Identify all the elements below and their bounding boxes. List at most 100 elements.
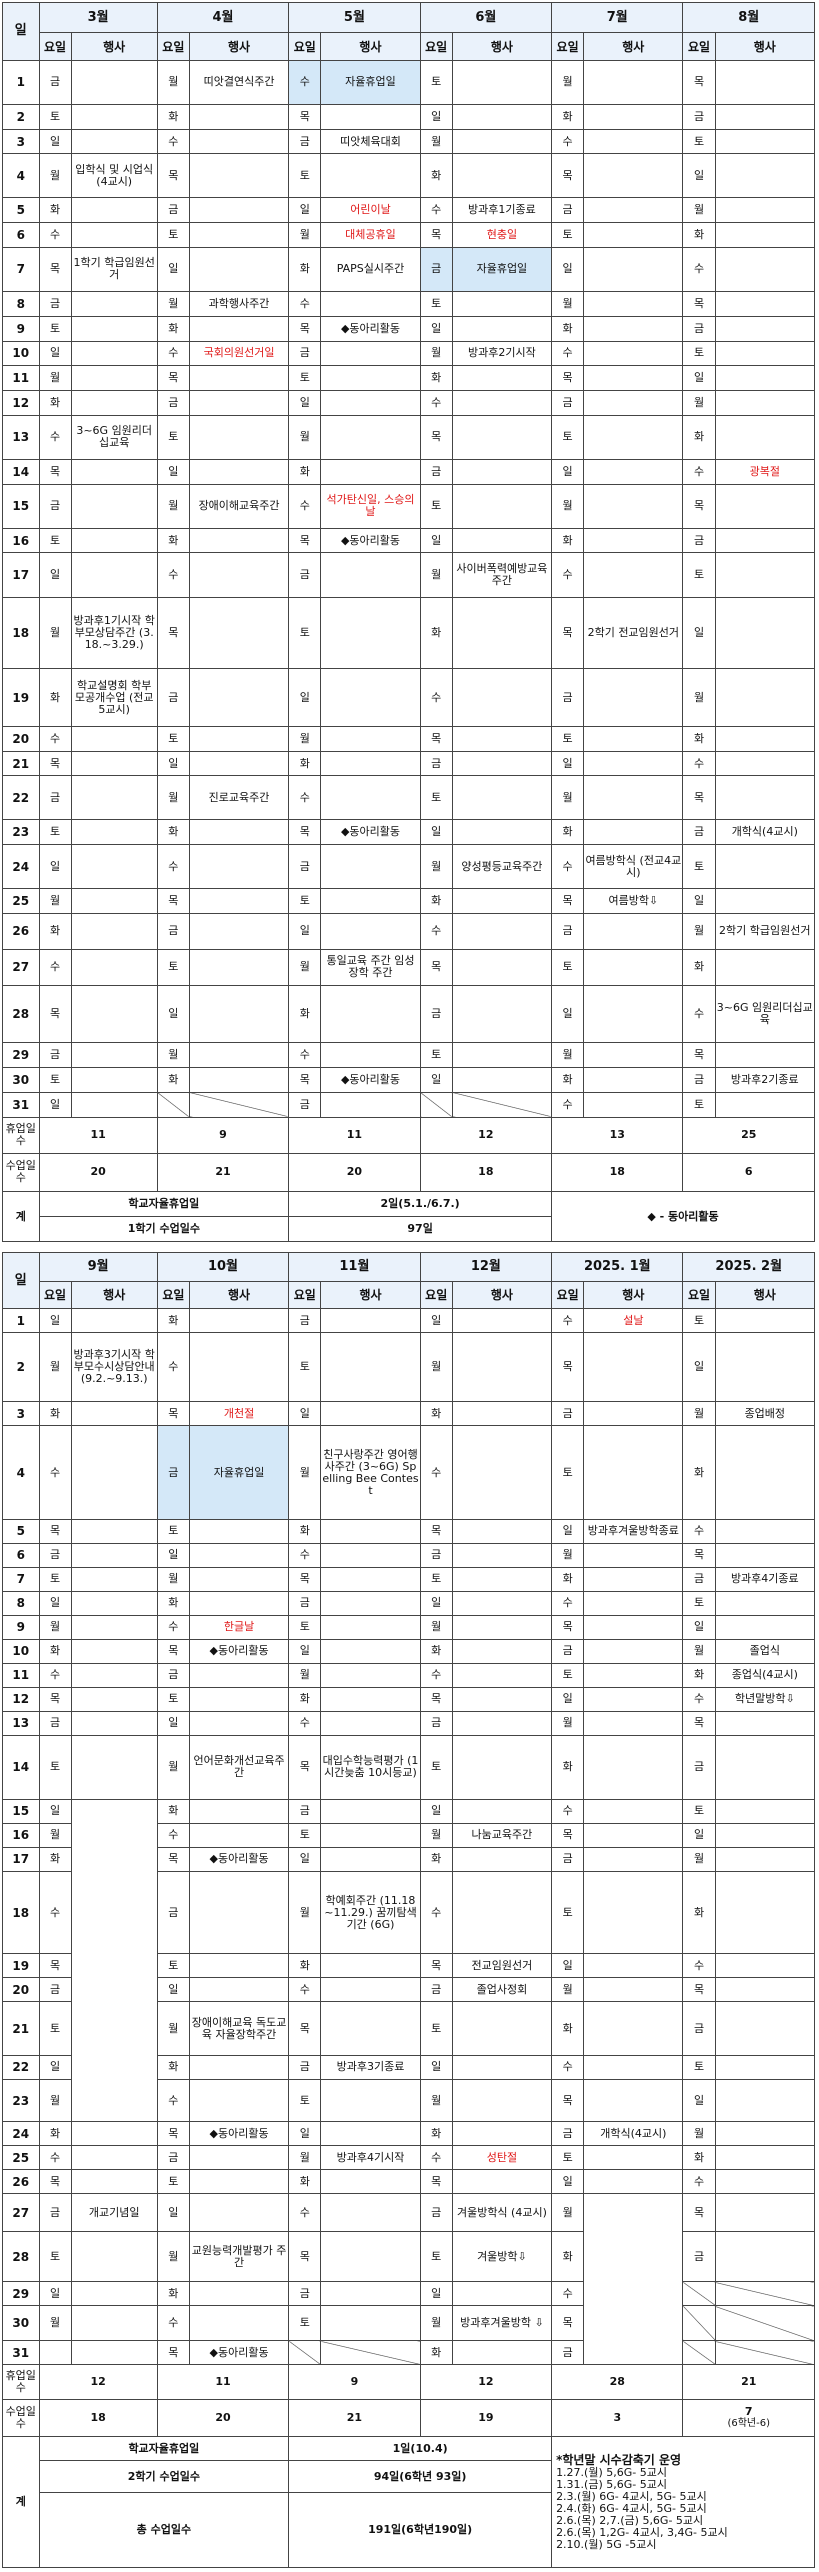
weekday-cell: 토	[419, 1566, 453, 1592]
weekday-cell: 금	[551, 1638, 585, 1664]
event-cell	[583, 1662, 684, 1688]
weekday-cell: 목	[682, 775, 716, 821]
weekday-cell: 수	[156, 2078, 190, 2123]
event-cell	[70, 1401, 158, 1427]
event-header: 행사	[451, 1281, 553, 1309]
event-cell	[451, 365, 553, 392]
event-cell	[714, 390, 816, 416]
weekday-cell: 금	[38, 1977, 72, 2003]
event-cell	[451, 458, 553, 485]
weekday-cell: 토	[682, 552, 716, 598]
weekday-cell: 화	[38, 913, 72, 950]
event-cell: 사이버폭력예방교육주간	[451, 552, 553, 598]
event-cell	[70, 1590, 158, 1616]
weekday-cell: 목	[551, 2305, 585, 2342]
event-cell	[320, 1822, 421, 1848]
event-cell	[583, 1977, 684, 2003]
event-cell	[188, 103, 290, 130]
year-end-note-item: 1.27.(월) 5,6G- 5교시	[556, 2465, 667, 2479]
weekday-cell: 목	[419, 1686, 453, 1712]
event-cell	[70, 2281, 158, 2307]
event-cell	[188, 2169, 290, 2195]
weekday-cell: 금	[38, 1710, 72, 1736]
weekday-cell: 수	[551, 844, 585, 890]
event-cell: 방과후2기종료	[714, 1067, 816, 1093]
weekday-cell: 목	[38, 1953, 72, 1979]
holiday-count: 28	[551, 2364, 684, 2400]
event-cell	[714, 1870, 816, 1955]
event-cell	[583, 2193, 684, 2366]
event-cell	[70, 315, 158, 342]
event-cell	[188, 1331, 290, 1403]
event-cell	[70, 458, 158, 485]
weekday-cell: 월	[38, 888, 72, 915]
weekday-cell: 수	[38, 1425, 72, 1520]
summary-row: 총 수업일수 191일(6학년190일)	[3, 2492, 815, 2568]
event-cell: 졸업사정회	[451, 1977, 553, 2003]
weekday-cell: 토	[551, 1425, 585, 1520]
event-cell	[320, 291, 421, 317]
weekday-cell: 목	[38, 2169, 72, 2195]
weekday-cell: 화	[288, 1953, 322, 1979]
weekday-cell: 월	[38, 153, 72, 199]
event-cell	[451, 2121, 553, 2147]
weekday-cell: 월	[682, 2121, 716, 2147]
event-cell	[188, 2078, 290, 2123]
year-end-note-item: 2.6.(목) 1,2G- 4교시, 3,4G- 5교시	[556, 2525, 728, 2539]
weekday-cell: 월	[156, 2230, 190, 2283]
day-number: 7	[2, 1566, 40, 1592]
event-cell	[714, 128, 816, 155]
event-cell	[70, 1518, 158, 1544]
event-cell	[70, 1798, 158, 2123]
day-number: 6	[2, 222, 40, 248]
weekday-cell: 목	[38, 984, 72, 1044]
weekday-cell: 일	[38, 2281, 72, 2307]
day-number: 20	[2, 725, 40, 752]
weekday-cell: 월	[551, 59, 585, 105]
total-label: 계	[2, 2436, 40, 2568]
event-cell	[188, 725, 290, 752]
event-cell	[451, 291, 553, 317]
event-cell: 친구사랑주간 영어행사주간 (3~6G) Spelling Bee Contes…	[320, 1425, 421, 1520]
month-header: 5월	[288, 1, 421, 34]
weekday-cell: 월	[156, 59, 190, 105]
weekday-cell: 월	[682, 1846, 716, 1872]
weekday-cell: 토	[419, 1734, 453, 1800]
weekday-cell: 월	[288, 2145, 322, 2171]
event-cell	[70, 222, 158, 248]
day-row: 23 토 화 목 ◆동아리활동 일 화 금 개학식(4교시)	[2, 819, 816, 846]
event-cell	[583, 1638, 684, 1664]
day-row: 2 월 방과후3기시작 학부모수시상담안내 (9.2.~9.13.) 수 토 월 목 일	[2, 1331, 816, 1403]
weekday-cell: 목	[38, 1518, 72, 1544]
event-cell	[70, 844, 158, 890]
event-cell	[320, 775, 421, 821]
day-row: 5 화 금 일 어린이날 수 방과후1기종료 금 월	[2, 197, 816, 224]
weekday-cell: 금	[419, 2193, 453, 2232]
weekday-cell: 목	[38, 246, 72, 293]
event-cell	[714, 1822, 816, 1848]
weekday-cell: 금	[288, 844, 322, 890]
day-number: 1	[2, 59, 40, 105]
event-cell	[451, 1638, 553, 1664]
day-number: 26	[2, 2169, 40, 2195]
day-row: 18 수 금 월 학예회주간 (11.18~11.29.) 꿈끼탐색기간 (6G) 수 토 화	[2, 1870, 816, 1955]
weekday-cell	[156, 1091, 190, 1118]
event-cell	[451, 596, 553, 670]
weekday-cell: 금	[419, 458, 453, 485]
event-cell	[320, 390, 421, 416]
weekday-cell: 목	[419, 414, 453, 460]
weekday-cell: 일	[288, 1638, 322, 1664]
weekday-cell: 수	[551, 1308, 585, 1333]
weekday-cell: 수	[288, 291, 322, 317]
weekday-cell: 일	[551, 246, 585, 293]
weekday-cell: 화	[156, 1590, 190, 1616]
weekday-cell: 월	[38, 596, 72, 670]
event-cell: 겨울방학식 (4교시)	[451, 2193, 553, 2232]
event-cell	[451, 1590, 553, 1616]
event-cell	[70, 2340, 158, 2366]
day-number: 22	[2, 2054, 40, 2080]
event-cell	[714, 1042, 816, 1069]
event-cell	[70, 1686, 158, 1712]
day-number: 28	[2, 984, 40, 1044]
